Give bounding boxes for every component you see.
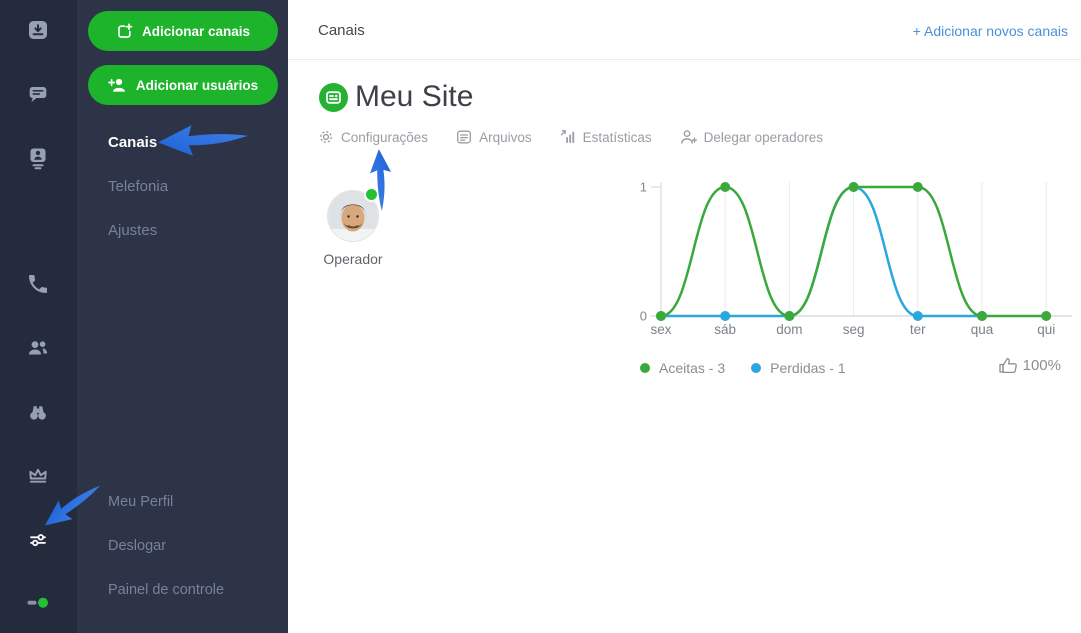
tab-arquivos[interactable]: Arquivos	[456, 129, 532, 145]
settings-sliders-icon[interactable]	[26, 528, 50, 552]
inbox-icon[interactable]	[26, 18, 50, 42]
visitors-icon[interactable]	[26, 400, 50, 424]
contacts-icon[interactable]	[26, 146, 50, 170]
sidebar-item-ajustes[interactable]: Ajustes	[108, 222, 158, 239]
site-channel-icon	[319, 83, 348, 112]
tab-configuracoes[interactable]: Configurações	[318, 129, 428, 145]
svg-text:qua: qua	[971, 322, 994, 337]
sidebar-item-painel-de-controle[interactable]: Painel de controle	[108, 582, 225, 598]
svg-text:ter: ter	[910, 322, 926, 337]
main-content: Canais + Adicionar novos canais Meu Site…	[288, 0, 1081, 633]
sidebar-item-meu-perfil[interactable]: Meu Perfil	[108, 494, 174, 510]
svg-text:1: 1	[640, 180, 647, 195]
files-icon	[456, 129, 472, 145]
aceitas-dot-icon	[640, 363, 650, 373]
chats-icon[interactable]	[26, 83, 50, 107]
svg-text:0: 0	[640, 309, 647, 324]
svg-text:seg: seg	[843, 322, 865, 337]
page-header: Canais + Adicionar novos canais	[288, 0, 1081, 60]
satisfaction-rate: 100%	[998, 357, 1061, 374]
add-channels-label: Adicionar canais	[141, 23, 251, 39]
satisfaction-value: 100%	[1022, 357, 1061, 374]
perdidas-dot-icon	[751, 363, 762, 373]
legend-item-perdidas: Perdidas - 1	[751, 360, 846, 376]
stats-icon	[560, 129, 576, 145]
site-title: Meu Site	[355, 80, 474, 113]
operator-name: Operador	[323, 251, 383, 267]
sidebar-item-canais[interactable]: Canais	[108, 134, 158, 151]
thumbs-up-icon	[998, 357, 1018, 374]
person-add-icon	[680, 129, 697, 145]
tab-estatisticas-label: Estatísticas	[582, 129, 652, 145]
team-icon[interactable]	[26, 336, 50, 360]
phone-icon[interactable]	[26, 272, 50, 296]
legend-perdidas-label: Perdidas - 1	[770, 360, 846, 376]
add-users-button[interactable]: Adicionar usuários	[88, 65, 278, 105]
operator-online-dot	[364, 187, 379, 202]
tab-delegar-operadores[interactable]: Delegar operadores	[680, 129, 823, 145]
tab-arquivos-label: Arquivos	[479, 129, 532, 145]
secondary-sidebar: Adicionar canais Adicionar usuários Cana…	[77, 0, 288, 633]
add-new-channels-link[interactable]: + Adicionar novos canais	[912, 23, 1068, 39]
sidebar-item-deslogar[interactable]: Deslogar	[108, 538, 167, 554]
crown-icon[interactable]	[26, 464, 50, 488]
add-user-icon	[108, 77, 127, 93]
chart-legend: Aceitas - 3 Perdidas - 1	[640, 360, 846, 376]
gear-icon	[318, 129, 334, 145]
tab-delegar-operadores-label: Delegar operadores	[703, 129, 823, 145]
tab-configuracoes-label: Configurações	[341, 129, 429, 145]
add-channels-button[interactable]: Adicionar canais	[88, 11, 278, 51]
site-tabs: Configurações Arquivos Estatísticas Dele…	[318, 129, 823, 145]
sidebar-item-telefonia[interactable]: Telefonia	[108, 178, 169, 195]
legend-item-aceitas: Aceitas - 3	[640, 360, 725, 376]
primary-sidebar	[0, 0, 77, 633]
svg-text:dom: dom	[776, 322, 802, 337]
tab-estatisticas[interactable]: Estatísticas	[560, 129, 652, 145]
svg-text:qui: qui	[1037, 322, 1055, 337]
svg-text:sex: sex	[650, 322, 671, 337]
legend-aceitas-label: Aceitas - 3	[659, 360, 726, 376]
page-title: Canais	[318, 22, 365, 39]
add-channel-icon	[116, 22, 133, 40]
svg-text:sáb: sáb	[714, 322, 736, 337]
add-users-label: Adicionar usuários	[135, 77, 259, 93]
online-status-icon[interactable]	[26, 590, 50, 614]
